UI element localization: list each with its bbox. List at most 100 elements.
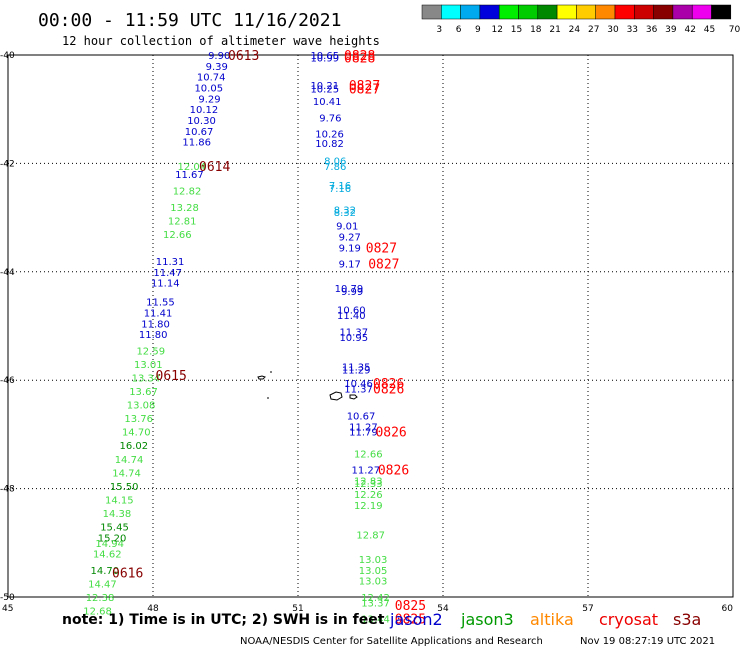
x-tick-label: 45 [2, 604, 13, 614]
wave-height-label: 14.74 [115, 455, 144, 466]
colorbar-swatch [421, 4, 442, 20]
x-tick-label: 51 [292, 604, 303, 614]
x-tick-label: 60 [722, 604, 734, 614]
chart-subtitle: 12 hour collection of altimeter wave hei… [62, 34, 380, 48]
colorbar-swatch [576, 4, 596, 20]
colorbar-label: 39 [665, 25, 677, 35]
wave-height-label: 11.29 [342, 365, 371, 376]
colorbar-swatch [672, 4, 693, 20]
wave-height-label: 9.17 [339, 260, 361, 271]
wave-height-label: 13.76 [124, 414, 153, 425]
footer-note: note: 1) Time is in UTC; 2) SWH is in fe… [62, 612, 385, 628]
wave-height-label: 13.08 [127, 401, 156, 412]
wave-height-label: 13.05 [359, 566, 388, 577]
colorbar-swatch [691, 4, 712, 20]
wave-height-label: 10.99 [310, 54, 339, 65]
wave-height-label: 11.41 [144, 308, 173, 319]
colorbar-swatch [537, 4, 558, 20]
colorbar-label: 30 [607, 25, 619, 35]
plot-frame [7, 54, 734, 598]
pass-time-label: 0615 [156, 369, 187, 384]
wave-height-label: 8.32 [334, 208, 356, 219]
wave-height-label: 14.74 [112, 468, 141, 479]
colorbar-label: 70 (ft) [729, 25, 740, 35]
wave-height-label: 11.37 [339, 327, 368, 338]
footer-timestamp: Nov 19 08:27:19 UTC 2021 [580, 636, 715, 647]
wave-height-label: 13.37 [361, 598, 390, 609]
wave-height-label: 13.28 [170, 203, 199, 214]
wave-height-label: 10.05 [194, 84, 223, 95]
wave-height-label: 10.26 [315, 130, 344, 141]
wave-height-label: 11.40 [337, 311, 366, 322]
wave-height-label: 10.67 [347, 411, 376, 422]
island-outlines [257, 371, 358, 401]
chart-title: 00:00 - 11:59 UTC 11/16/2021 [38, 10, 341, 31]
wave-height-label: 9.01 [336, 222, 358, 233]
wave-height-label: 12.59 [136, 346, 165, 357]
wave-height-label: 10.60 [337, 306, 366, 317]
x-tick-label: 48 [147, 604, 159, 614]
wave-height-label: 13.01 [134, 360, 163, 371]
wave-height-label: 7.16 [329, 181, 351, 192]
pass-time-label: 0827 [349, 83, 380, 98]
wave-height-label: 15.50 [110, 482, 139, 493]
wave-height-label: 10.30 [187, 116, 216, 127]
wave-height-label: 12.87 [356, 531, 385, 542]
wave-height-label: 12.19 [354, 501, 383, 512]
satellite-legend-item: s3a [673, 610, 701, 629]
colorbar-label: 33 [627, 25, 638, 35]
colorbar-swatch [711, 4, 732, 20]
wave-height-label: 9.39 [206, 62, 228, 73]
colorbar-label: 18 [530, 25, 542, 35]
pass-time-label: 0828 [344, 52, 375, 67]
wave-height-label: 11.27 [352, 466, 381, 477]
colorbar-label: 12 [491, 25, 502, 35]
y-tick-label: -44 [0, 268, 15, 278]
wave-height-label: 9.29 [198, 94, 220, 105]
wave-height-label: 12.81 [168, 216, 197, 227]
data-marks: 9.909.3910.7410.059.2910.1210.3010.6711.… [83, 49, 426, 628]
wave-height-label: 10.65 [310, 51, 339, 62]
colorbar-label: 6 [456, 25, 462, 35]
wave-height-label: 8.32 [334, 205, 356, 216]
wave-height-label: 11.80 [139, 330, 168, 341]
wave-height-label: 10.79 [335, 284, 364, 295]
wave-height-label: 14.38 [103, 509, 132, 520]
x-tick-label: 57 [582, 604, 593, 614]
wave-height-label: 11.27 [349, 422, 378, 433]
colorbar-swatch [653, 4, 674, 20]
wave-height-label: 10.67 [185, 127, 214, 138]
colorbar-label: 27 [588, 25, 599, 35]
wave-height-label: 15.20 [98, 533, 127, 544]
wave-height-label: 14.47 [88, 579, 117, 590]
footer-credit: NOAA/NESDIS Center for Satellite Applica… [240, 636, 543, 647]
wave-height-label: 12.82 [173, 187, 202, 198]
colorbar-swatch [498, 4, 519, 20]
wave-height-label: 12.26 [354, 490, 383, 501]
pass-time-label: 0827 [368, 258, 399, 273]
wave-height-label: 12.04 [178, 162, 207, 173]
wave-height-label: 11.67 [175, 170, 204, 181]
colorbar-swatch [634, 4, 654, 20]
satellite-legend-item: altika [530, 610, 574, 629]
wave-height-label: 13.03 [359, 577, 388, 588]
y-tick-label: -42 [0, 159, 15, 169]
grid-lines [8, 55, 733, 597]
wave-height-label: 12.66 [163, 230, 192, 241]
wave-height-label: 10.41 [313, 97, 342, 108]
satellite-legend-item: jason2 [389, 610, 443, 629]
wave-height-label: 15.45 [100, 523, 129, 534]
wave-height-label: 12.33 [354, 479, 383, 490]
pass-time-label: 0827 [349, 79, 380, 94]
wave-height-label: 12.42 [361, 593, 390, 604]
pass-time-label: 0828 [344, 49, 375, 64]
wave-height-label: 7.86 [324, 162, 346, 173]
wave-height-label: 10.46 [344, 379, 373, 390]
wave-height-label: 9.76 [319, 113, 341, 124]
wave-height-label: 12.83 [354, 476, 383, 487]
wave-height-label: 11.86 [182, 138, 211, 149]
pass-time-label: 0825 [395, 613, 426, 628]
y-tick-label: -48 [0, 485, 15, 495]
